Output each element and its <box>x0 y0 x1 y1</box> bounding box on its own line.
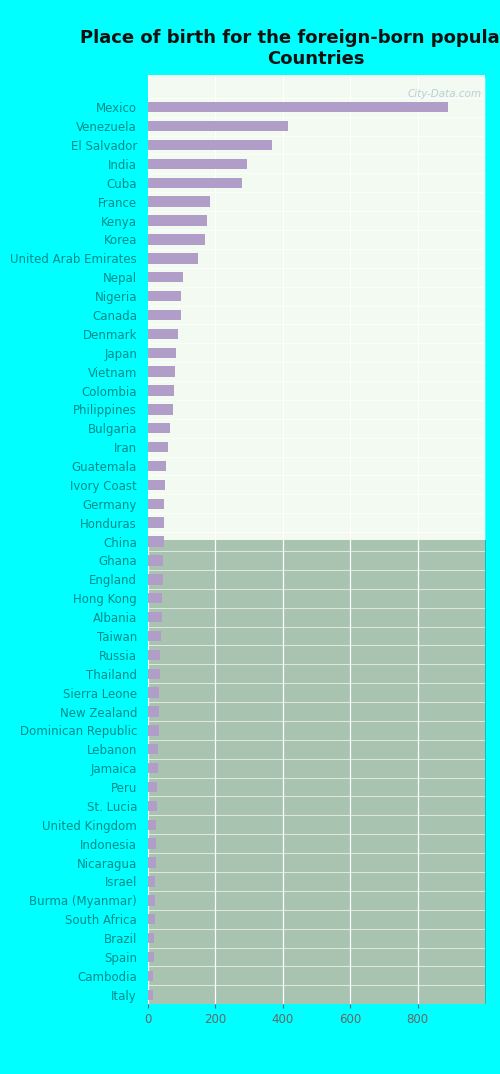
Bar <box>148 121 288 131</box>
Bar <box>148 989 152 1000</box>
Bar <box>148 876 156 887</box>
Bar <box>148 536 164 547</box>
Bar <box>148 291 181 302</box>
Bar <box>148 952 154 962</box>
Bar <box>148 253 198 263</box>
Bar <box>148 480 165 490</box>
Bar <box>148 177 242 188</box>
Bar <box>148 461 166 471</box>
Bar <box>148 366 174 377</box>
Bar <box>148 309 180 320</box>
Bar <box>148 933 154 943</box>
Bar <box>148 404 173 415</box>
Text: City-Data.com: City-Data.com <box>408 89 482 99</box>
Bar <box>148 593 162 604</box>
Bar <box>148 575 162 584</box>
Bar <box>148 971 153 981</box>
Bar <box>148 386 174 395</box>
Bar <box>148 498 164 509</box>
Bar <box>148 668 160 679</box>
Bar <box>148 442 168 452</box>
Bar <box>148 140 272 150</box>
Bar <box>148 555 164 566</box>
Bar <box>148 839 156 848</box>
Bar <box>148 216 206 226</box>
Bar <box>148 518 164 528</box>
Bar <box>148 744 158 754</box>
Bar <box>148 159 247 169</box>
Bar <box>148 630 161 641</box>
Bar <box>148 272 183 282</box>
Bar <box>148 329 178 339</box>
Bar <box>148 725 158 736</box>
Bar <box>148 707 159 716</box>
Bar <box>148 612 162 622</box>
Bar <box>148 763 158 773</box>
Bar <box>148 234 205 245</box>
Bar <box>148 423 171 434</box>
Title: Place of birth for the foreign-born population -
Countries: Place of birth for the foreign-born popu… <box>80 29 500 68</box>
Bar <box>148 895 155 905</box>
Bar <box>148 782 158 793</box>
Bar <box>148 348 176 358</box>
Bar <box>148 650 160 661</box>
Bar <box>148 197 210 207</box>
Bar <box>148 102 448 113</box>
Bar <box>148 687 160 698</box>
Bar <box>148 857 156 868</box>
Bar <box>148 819 156 830</box>
Bar <box>148 801 156 811</box>
Bar <box>148 914 154 925</box>
